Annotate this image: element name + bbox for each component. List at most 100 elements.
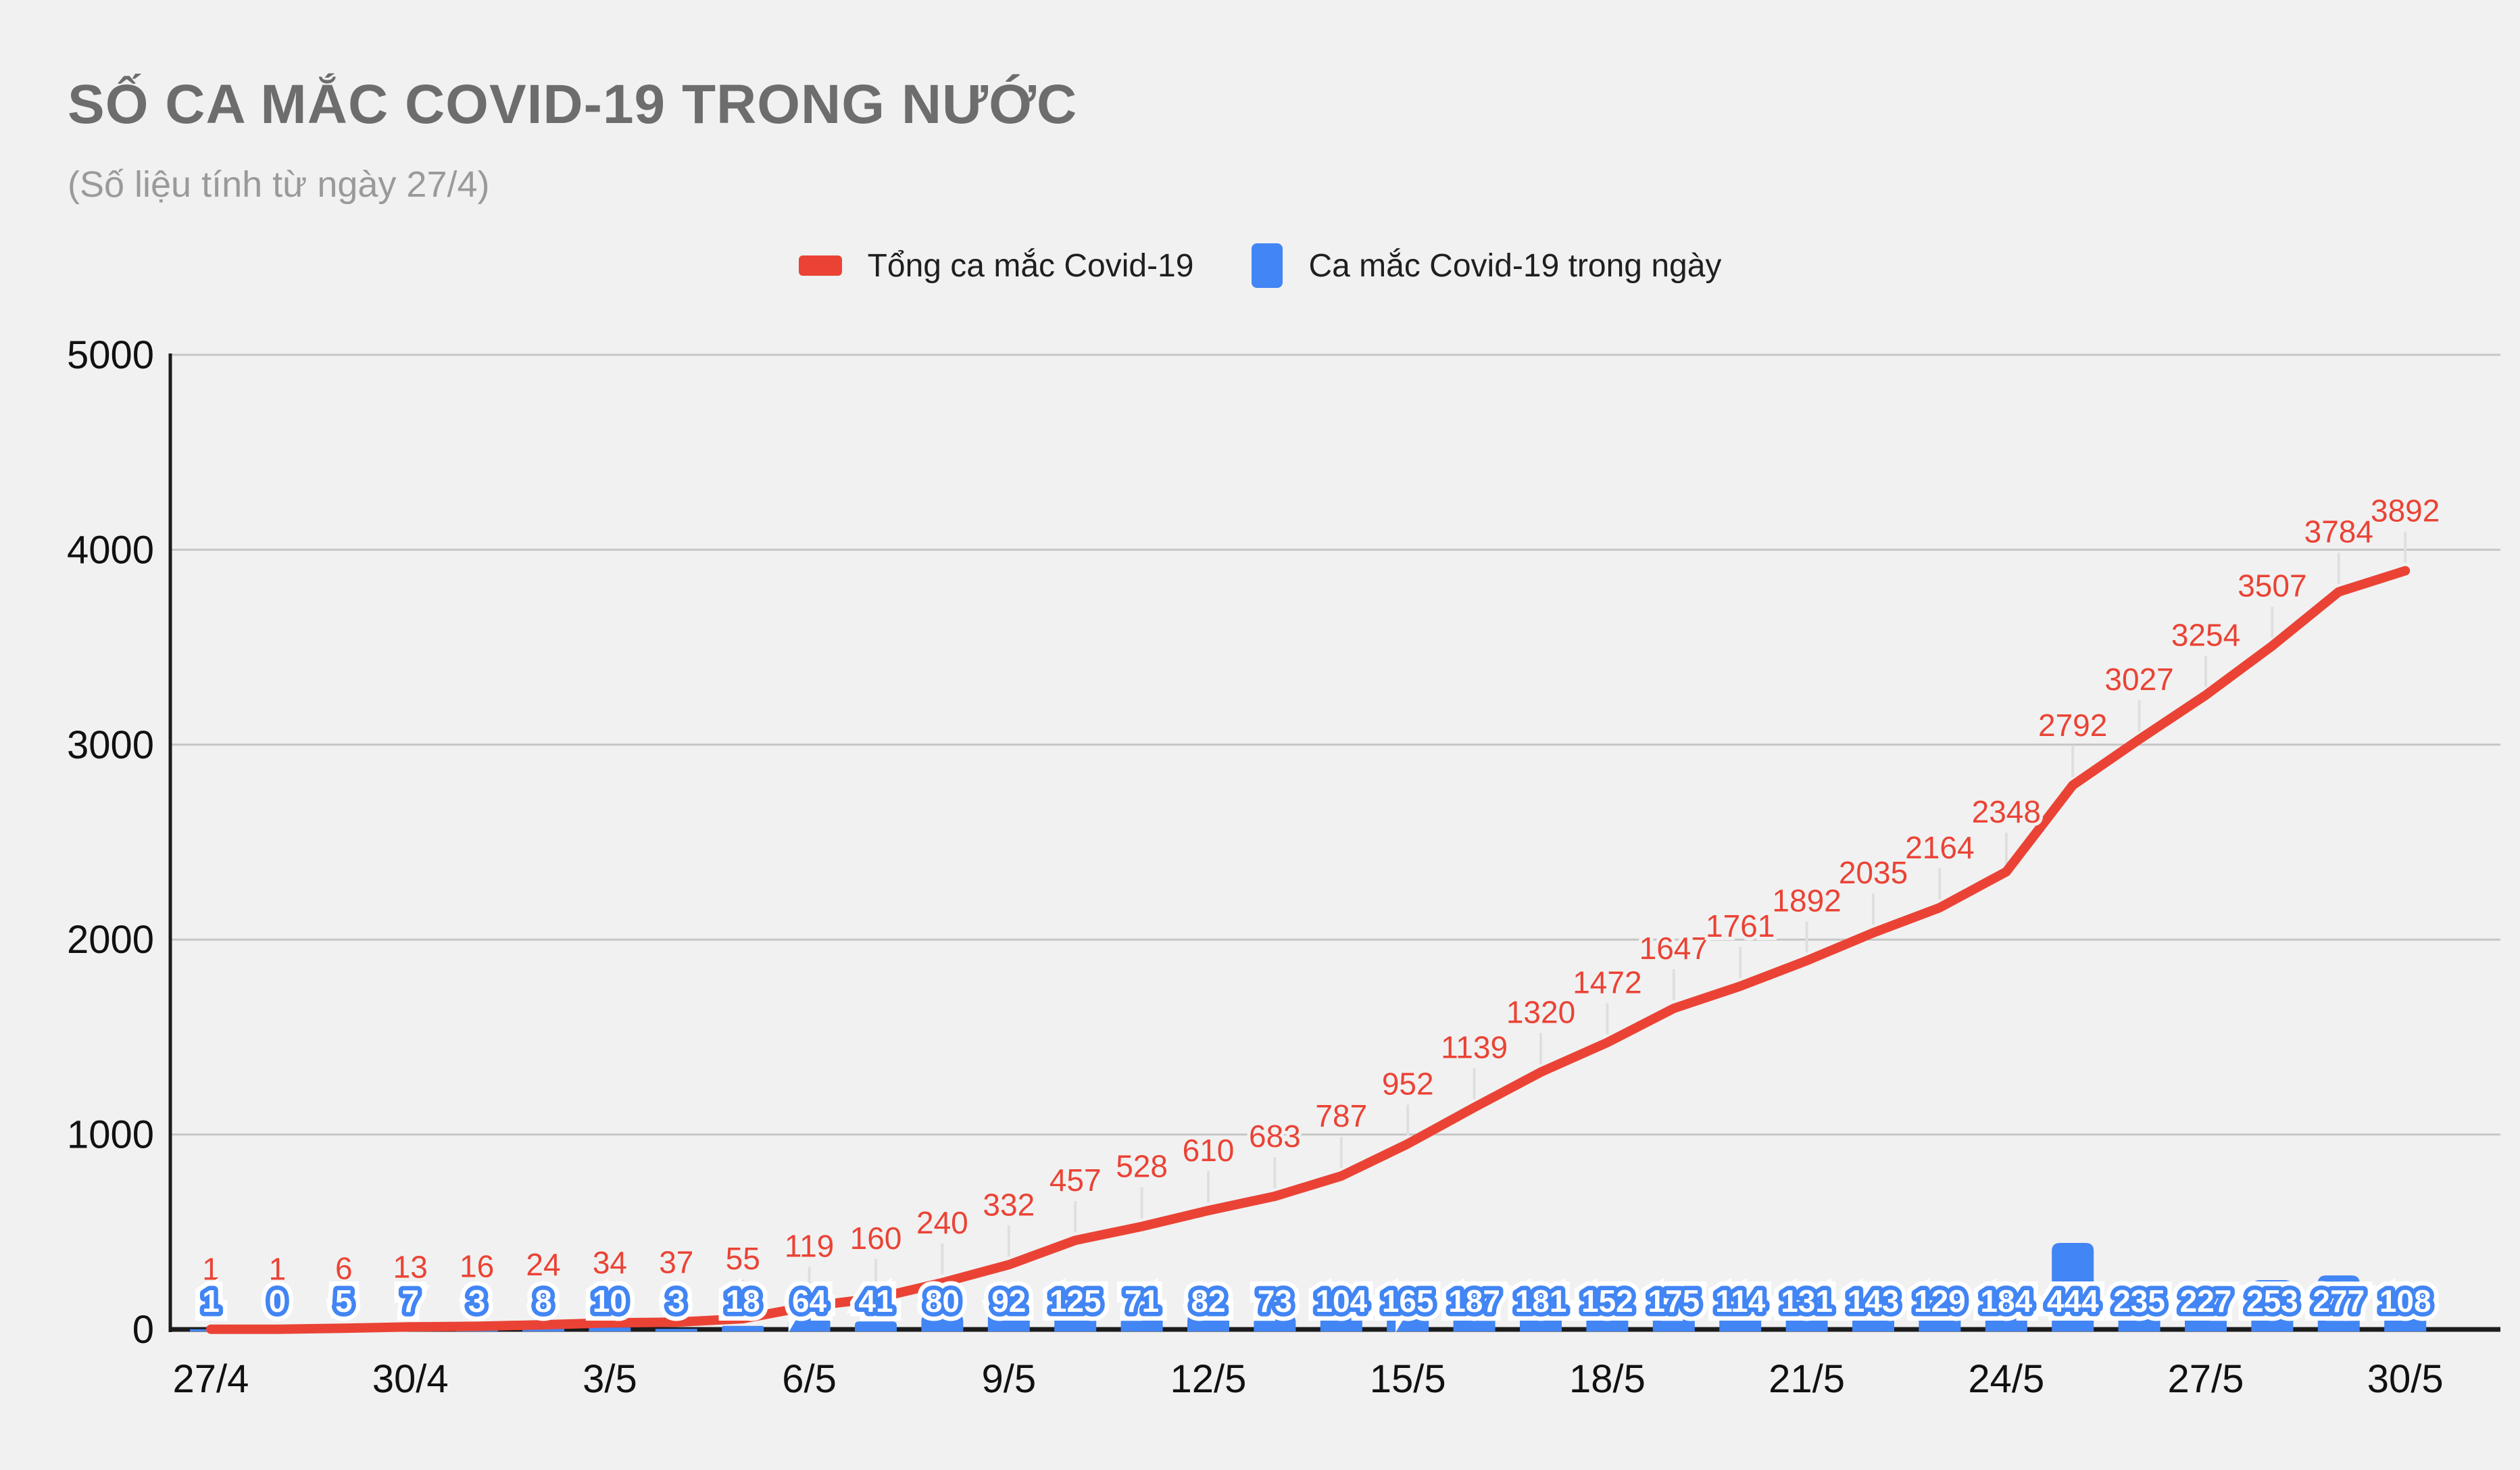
daily-value-label: 114 [1715,1283,1766,1319]
total-value-label: 3892 [2371,493,2440,529]
legend-item-total: Tổng ca mắc Covid-19 [798,247,1193,285]
daily-value-label: 73 [1258,1283,1292,1319]
chart-legend: Tổng ca mắc Covid-19 Ca mắc Covid-19 tro… [0,243,2520,288]
daily-bar [1054,1305,1097,1331]
legend-line-swatch [798,255,842,276]
total-value-label: 119 [785,1229,834,1264]
daily-bar [589,1327,631,1331]
daily-value-label: 1 [202,1283,220,1319]
daily-bar [1652,1295,1695,1331]
daily-bar [1387,1297,1429,1331]
daily-bar [1187,1313,1229,1331]
total-value-label: 37 [659,1244,693,1279]
x-tick-label: 30/4 [372,1357,449,1401]
daily-bar [2118,1283,2160,1331]
y-tick-label: 2000 [67,918,154,962]
daily-value-label: 108 [2379,1283,2431,1319]
total-value-label: 787 [1315,1098,1367,1133]
daily-value-label: 64 [792,1283,827,1319]
legend-item-daily: Ca mắc Covid-19 trong ngày [1252,243,1721,288]
daily-value-label: 3 [668,1283,685,1319]
total-value-label: 160 [850,1221,902,1256]
daily-bar [788,1317,831,1331]
x-tick-label: 3/5 [583,1357,637,1401]
daily-value-label: 41 [858,1283,893,1319]
daily-bar [2185,1285,2227,1331]
daily-value-label: 175 [1648,1283,1700,1319]
daily-value-label: 253 [2246,1283,2298,1319]
y-tick-label: 5000 [67,333,154,377]
daily-value-label: 5 [335,1283,353,1319]
total-line [206,566,2411,1334]
x-tick-label: 30/5 [2367,1357,2444,1401]
x-tick-label: 27/5 [2168,1357,2244,1401]
page-subtitle: (Số liệu tính từ ngày 27/4) [68,164,490,205]
daily-value-label: 227 [2180,1283,2232,1319]
daily-value-label: 82 [1191,1283,1225,1319]
total-value-label: 1892 [1772,883,1841,918]
daily-value-label: 80 [925,1283,960,1319]
total-value-label: 2348 [1972,794,2041,829]
total-value-label: 1320 [1506,994,1575,1029]
daily-value-label: 165 [1382,1283,1434,1319]
total-value-label: 1 [269,1252,287,1287]
total-value-label: 16 [460,1248,494,1283]
total-value-label: 6 [335,1250,353,1285]
legend-bar-swatch [1252,243,1283,288]
total-value-label: 1761 [1706,908,1775,944]
total-value-label: 610 [1183,1133,1235,1168]
total-value-label: 528 [1116,1149,1168,1184]
daily-bar [1320,1309,1362,1331]
total-value-label: 3507 [2238,568,2306,604]
daily-value-label: 7 [401,1283,419,1319]
total-value-label: 1647 [1639,931,1708,966]
daily-value-label: 71 [1125,1283,1159,1319]
page-title: SỐ CA MẮC COVID-19 TRONG NƯỚC [68,74,1078,135]
total-value-label: 3254 [2171,618,2240,653]
total-value-label: 683 [1249,1119,1301,1154]
x-tick-label: 9/5 [981,1357,1036,1401]
daily-value-halo: 165 [1382,1283,1434,1319]
daily-value-label: 143 [1848,1283,1900,1319]
total-value-label: 55 [726,1241,760,1276]
daily-value-label: 187 [1448,1283,1500,1319]
total-value-label: 3027 [2104,662,2173,697]
daily-value-label: 235 [2113,1283,2165,1319]
daily-bar [921,1313,964,1331]
daily-value-label: 8 [535,1283,552,1319]
total-value-label: 457 [1049,1162,1102,1198]
daily-bar [2317,1275,2360,1331]
daily-value-label: 10 [593,1283,627,1319]
daily-value-label: 131 [1781,1283,1833,1319]
total-value-label: 24 [526,1247,560,1282]
x-tick-label: 18/5 [1569,1357,1646,1401]
daily-bar [1719,1307,1762,1331]
daily-bar [1919,1304,1961,1331]
y-tick-label: 1000 [67,1113,154,1157]
x-tick-label: 21/5 [1769,1357,1845,1401]
daily-bar [987,1311,1030,1331]
daily-value-label: 104 [1315,1283,1367,1319]
x-tick-label: 6/5 [782,1357,837,1401]
daily-bar [1985,1293,2027,1331]
total-value-label: 332 [983,1187,1035,1222]
daily-value-label: 0 [269,1283,287,1319]
total-value-label: 240 [916,1205,968,1240]
daily-bar [1453,1293,1496,1331]
x-tick-label: 24/5 [1968,1357,2044,1401]
total-value-label: 2164 [1905,830,1974,865]
daily-bar [655,1329,697,1331]
daily-value-label: 277 [2313,1283,2365,1319]
legend-label-daily: Ca mắc Covid-19 trong ngày [1308,247,1722,284]
daily-bar [2384,1308,2427,1331]
total-value-label: 2035 [1839,855,1908,890]
daily-bar [1520,1294,1562,1331]
total-value-label: 1 [202,1252,220,1287]
total-value-label: 3784 [2304,514,2373,549]
daily-value-label: 92 [991,1283,1026,1319]
daily-value-label: 152 [1581,1283,1633,1319]
total-value-label: 1139 [1441,1030,1508,1065]
daily-bar [1586,1300,1629,1331]
daily-bar [2052,1243,2094,1331]
